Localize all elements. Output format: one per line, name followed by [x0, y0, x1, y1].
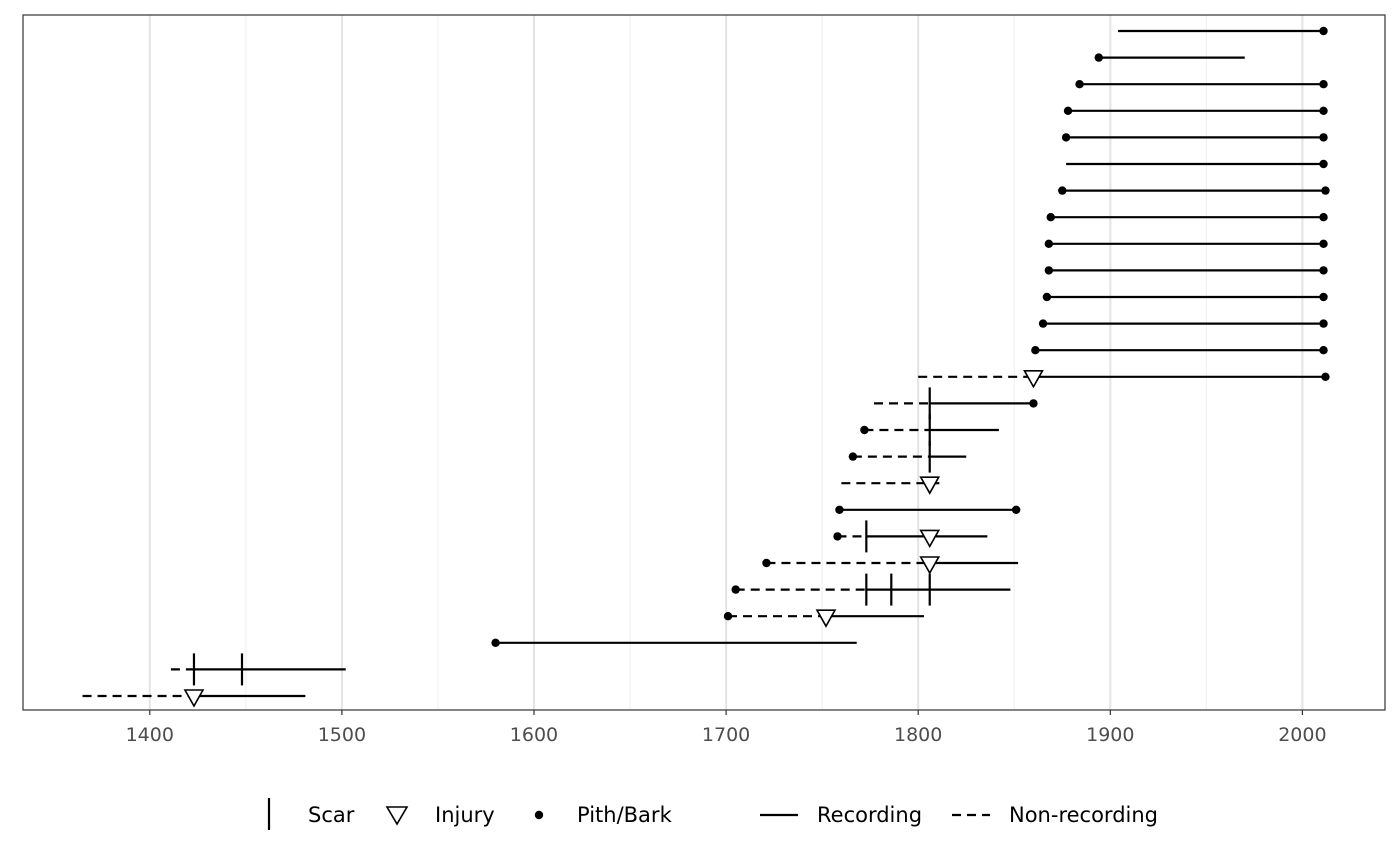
injury-marker — [183, 689, 205, 708]
pith-marker — [1063, 106, 1073, 116]
legend-pith-bark-label: Pith/Bark — [577, 803, 673, 827]
x-tick-label: 1800 — [894, 724, 942, 746]
bark-marker — [1319, 26, 1328, 36]
pith-marker — [835, 505, 844, 514]
pith-marker — [1044, 239, 1054, 248]
bark-marker — [1319, 213, 1328, 222]
pith-marker — [1058, 186, 1067, 195]
legend: Scar Injury Pith/Bark Recording Non-reco… — [267, 798, 1158, 830]
grid-layer — [148, 15, 1304, 710]
tree-series — [762, 556, 1019, 575]
legend-non-recording-label: Non-recording — [1009, 803, 1158, 827]
bark-marker — [1319, 346, 1328, 355]
tree-series — [82, 689, 306, 708]
tree-series — [1117, 26, 1328, 36]
x-tick-label: 1400 — [126, 724, 174, 746]
tree-series — [170, 653, 346, 686]
bark-marker — [1319, 239, 1328, 248]
bark-marker — [1321, 186, 1330, 195]
tree-series — [1061, 133, 1328, 142]
pith-marker — [491, 638, 500, 647]
x-tick-label: 1500 — [318, 724, 366, 746]
pith-marker — [1094, 53, 1103, 62]
injury-marker — [919, 529, 941, 549]
bark-marker — [1319, 292, 1328, 302]
tree-series — [848, 440, 967, 473]
tree-series — [1066, 159, 1328, 169]
pith-marker — [1042, 292, 1052, 302]
x-tick-label: 1600 — [510, 724, 558, 746]
tree-series — [1094, 53, 1245, 62]
tree-series — [918, 369, 1330, 389]
plot-panel-border — [22, 14, 1386, 711]
bark-marker — [1319, 319, 1328, 328]
legend-pith-bark-key — [534, 810, 544, 820]
tree-series — [1031, 346, 1328, 355]
pith-marker — [731, 585, 740, 594]
tree-series — [1042, 292, 1328, 302]
tree-series — [723, 609, 924, 628]
tree-series — [1075, 80, 1328, 89]
injury-marker — [815, 609, 837, 628]
bark-marker — [1319, 80, 1328, 89]
legend-injury-label: Injury — [435, 803, 495, 827]
pith-marker — [1046, 213, 1055, 222]
pith-marker — [1075, 80, 1084, 89]
legend-scar-label: Scar — [308, 803, 355, 827]
x-tick-label: 1700 — [702, 724, 750, 746]
tree-series — [1058, 186, 1330, 195]
tree-series — [833, 520, 988, 553]
bark-marker — [1029, 399, 1038, 408]
pith-marker — [833, 532, 842, 541]
bark-marker — [1319, 159, 1328, 169]
tree-series — [841, 476, 941, 495]
x-axis: 1400 1500 1600 1700 1800 1900 2000 — [126, 710, 1327, 746]
pith-marker — [723, 612, 733, 621]
tree-series — [1044, 266, 1328, 275]
tree-series — [731, 573, 1011, 606]
bark-marker — [1319, 106, 1328, 116]
tree-series — [1063, 106, 1328, 116]
pith-marker — [1044, 266, 1054, 275]
bark-marker — [1321, 372, 1330, 381]
bark-marker — [1011, 505, 1021, 514]
series-layer — [82, 26, 1330, 708]
x-tick-label: 2000 — [1278, 724, 1326, 746]
injury-marker — [919, 476, 941, 495]
legend-recording-label: Recording — [817, 803, 922, 827]
pith-marker — [848, 452, 858, 461]
tree-series — [874, 387, 1038, 420]
tree-series — [491, 638, 857, 647]
tree-series — [1044, 239, 1328, 248]
bark-marker — [1319, 133, 1328, 142]
pith-marker — [762, 558, 771, 568]
bark-marker — [1319, 266, 1328, 275]
pith-marker — [1031, 346, 1040, 355]
injury-marker — [1023, 369, 1044, 389]
pith-marker — [1061, 133, 1071, 142]
tree-series — [835, 505, 1021, 514]
pith-marker — [860, 425, 869, 435]
tree-series — [1038, 319, 1328, 328]
legend-injury-key — [385, 806, 409, 826]
tree-series — [1046, 213, 1328, 222]
injury-marker — [919, 556, 941, 575]
x-tick-label: 1900 — [1086, 724, 1134, 746]
pith-marker — [1038, 319, 1048, 328]
